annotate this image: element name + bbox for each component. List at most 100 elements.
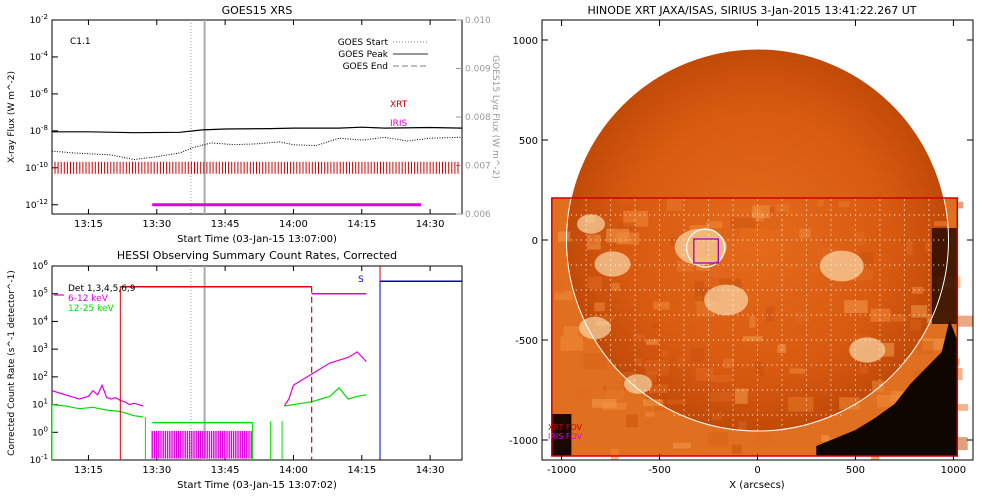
xrt-grid-dot xyxy=(732,379,734,381)
xrt-grid-dot xyxy=(732,424,734,426)
xrt-grid-dot xyxy=(756,264,759,266)
xrt-grid-dot xyxy=(634,344,636,346)
xrt-texture-patch xyxy=(811,267,825,272)
xrt-grid-dot xyxy=(908,314,910,316)
xrt-grid-dot xyxy=(771,389,773,391)
xrt-x-tick-label: 1000 xyxy=(941,465,966,476)
xrt-grid-dot xyxy=(805,224,808,226)
xrt-grid-dot xyxy=(609,214,612,216)
xrt-grid-dot xyxy=(854,279,857,281)
xrt-grid-dot xyxy=(703,239,705,241)
xrt-grid-dot xyxy=(913,239,915,241)
hessi-legend-label: 12-25 keV xyxy=(68,304,114,314)
xrt-grid-dot xyxy=(663,314,666,316)
xrt-grid-dot xyxy=(928,294,930,296)
xrt-title: HINODE XRT JAXA/ISAS, SIRIUS 3-Jan-2015 … xyxy=(588,4,917,17)
xrt-bright-region xyxy=(849,337,886,363)
xrt-grid-dot xyxy=(854,269,857,271)
xrt-grid-dot xyxy=(879,259,881,261)
xrt-grid-dot xyxy=(683,329,685,331)
xrt-grid-dot xyxy=(639,214,641,216)
xrt-grid-dot xyxy=(639,339,641,341)
xrt-grid-dot xyxy=(943,264,945,266)
xrt-texture-patch xyxy=(860,251,873,265)
xrt-grid-dot xyxy=(805,324,808,326)
xrt-grid-dot xyxy=(938,239,940,241)
xrt-grid-dot xyxy=(796,239,798,241)
xrt-grid-dot xyxy=(845,389,847,391)
xrt-grid-dot xyxy=(854,239,857,241)
xrt-grid-dot xyxy=(830,334,832,336)
xrt-grid-dot xyxy=(928,244,930,246)
xrt-grid-dot xyxy=(668,289,670,291)
xrt-grid-dot xyxy=(913,289,915,291)
xrt-grid-dot xyxy=(609,289,612,291)
xrt-grid-dot xyxy=(928,304,930,306)
xrt-grid-dot xyxy=(800,239,803,241)
xrt-grid-dot xyxy=(707,209,710,211)
xrt-grid-dot xyxy=(933,264,935,266)
xrt-grid-dot xyxy=(732,369,734,371)
hessi-x-tick-label: 13:30 xyxy=(142,465,171,476)
xrt-grid-dot xyxy=(781,309,783,311)
xrt-grid-dot xyxy=(781,199,783,201)
xrt-grid-dot xyxy=(634,234,636,236)
xrt-grid-dot xyxy=(590,239,592,241)
xrt-grid-dot xyxy=(849,364,852,366)
xrt-grid-dot xyxy=(673,239,675,241)
xrt-grid-dot xyxy=(761,389,763,391)
xrt-texture-patch xyxy=(652,322,660,329)
xrt-grid-dot xyxy=(781,264,783,266)
xrt-grid-dot xyxy=(624,214,626,216)
xrt-grid-dot xyxy=(781,359,783,361)
xrt-grid-dot xyxy=(707,399,710,401)
xrt-grid-dot xyxy=(732,299,734,301)
xrt-texture-patch xyxy=(871,453,880,460)
xrt-grid-dot xyxy=(658,299,661,301)
xrt-grid-dot xyxy=(903,279,906,281)
xrt-grid-dot xyxy=(668,389,670,391)
hessi-y-tick-label: 106 xyxy=(32,259,48,272)
xrt-grid-dot xyxy=(658,224,661,226)
xrt-grid-dot xyxy=(658,249,661,251)
xrt-grid-dot xyxy=(928,204,930,206)
xrt-grid-dot xyxy=(658,204,661,206)
xrt-grid-dot xyxy=(766,289,768,291)
xrt-grid-dot xyxy=(683,394,685,396)
xrt-grid-dot xyxy=(879,314,881,316)
xrt-texture-patch xyxy=(899,328,922,338)
xrt-grid-dot xyxy=(791,389,793,391)
xrt-grid-dot xyxy=(756,274,759,276)
xrt-grid-dot xyxy=(678,214,680,216)
xrt-grid-dot xyxy=(854,359,857,361)
xrt-grid-dot xyxy=(928,239,930,241)
xrt-texture-patch xyxy=(817,200,824,207)
xrt-grid-dot xyxy=(683,209,685,211)
xrt-texture-patch xyxy=(795,311,809,322)
xrt-grid-dot xyxy=(859,289,861,291)
xrt-grid-dot xyxy=(845,364,847,366)
xrt-grid-dot xyxy=(879,299,881,301)
xrt-grid-dot xyxy=(732,304,734,306)
xrt-grid-dot xyxy=(845,339,847,341)
xrt-texture-patch xyxy=(666,198,682,211)
goes-y-tick-label: 10-8 xyxy=(30,124,48,137)
xrt-grid-dot xyxy=(879,374,881,376)
hessi-y-tick-exponent: -1 xyxy=(41,453,48,461)
xrt-grid-dot xyxy=(658,304,661,306)
xrt-grid-dot xyxy=(894,214,896,216)
xrt-grid-dot xyxy=(903,259,906,261)
xrt-grid-dot xyxy=(835,264,837,266)
xrt-grid-dot xyxy=(742,364,744,366)
xrt-grid-dot xyxy=(712,239,715,241)
xrt-grid-dot xyxy=(805,404,808,406)
xrt-grid-dot xyxy=(658,219,661,221)
hessi-series-2 xyxy=(52,404,144,418)
xrt-grid-dot xyxy=(732,394,734,396)
xrt-grid-dot xyxy=(766,364,768,366)
xrt-grid-dot xyxy=(756,314,759,316)
xrt-grid-dot xyxy=(903,254,906,256)
xrt-grid-dot xyxy=(727,389,729,391)
xrt-x-tick-label: -1000 xyxy=(547,465,576,476)
xrt-grid-dot xyxy=(649,214,651,216)
